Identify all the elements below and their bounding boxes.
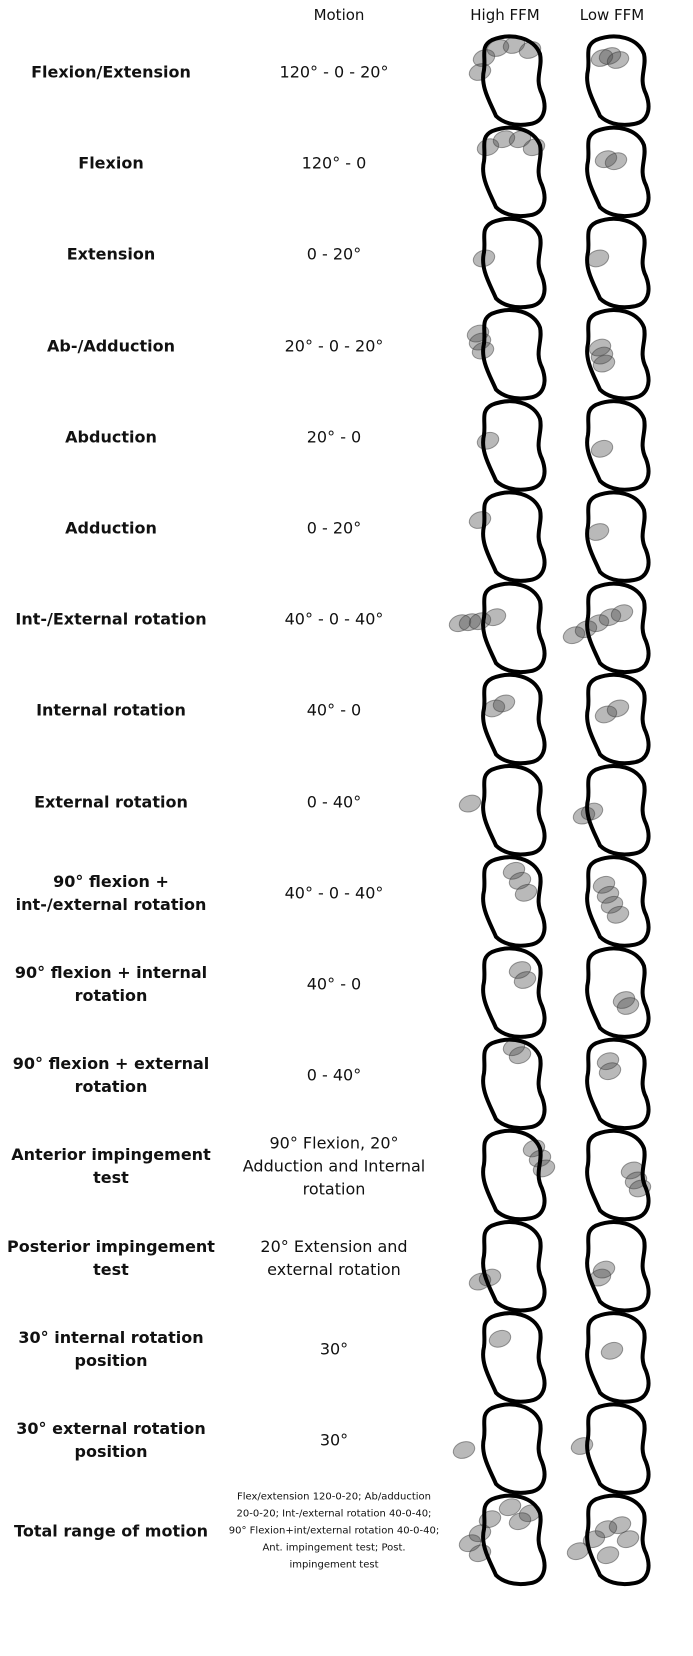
row-motion: 0 - 40° (228, 790, 440, 813)
row-motion: 30° (228, 1429, 440, 1452)
row-label: 30° external rotation position (6, 1417, 216, 1463)
contact-area (467, 509, 493, 532)
row-label: Internal rotation (6, 699, 216, 722)
contact-area (589, 438, 615, 461)
glenoid-outline (483, 219, 544, 307)
row-label: Anterior impingement test (6, 1143, 216, 1189)
row-motion: 20° - 0 (228, 425, 440, 448)
glenoid-outline (483, 675, 544, 763)
row-label: 90° flexion + internal rotation (6, 961, 216, 1007)
glenoid-outline (483, 766, 544, 854)
header-low: Low FFM (552, 6, 672, 24)
row-motion: 40° - 0 - 40° (228, 608, 440, 631)
row-label: Adduction (6, 517, 216, 540)
glenoid-outline (483, 1222, 544, 1310)
row-label: 90° flexion + external rotation (6, 1052, 216, 1098)
contact-area (487, 1328, 513, 1351)
contact-area (595, 1544, 621, 1567)
row-motion: Flex/extension 120-0-20; Ab/adduction 20… (228, 1489, 440, 1574)
row-motion: 20° Extension and external rotation (228, 1235, 440, 1281)
contact-area (457, 792, 483, 815)
row-label: Extension (6, 243, 216, 266)
glenoid-outline (587, 948, 648, 1036)
row-motion: 40° - 0 (228, 699, 440, 722)
glenoid-outline (483, 948, 544, 1036)
glenoid-outline (587, 128, 648, 216)
row-label: Posterior impingement test (6, 1235, 216, 1281)
contact-area (599, 1340, 625, 1363)
glenoid-outline (483, 492, 544, 580)
row-label: Flexion/Extension (6, 61, 216, 84)
glenoid-outline (587, 1040, 648, 1128)
row-label: 30° internal rotation position (6, 1326, 216, 1372)
row-label: Abduction (6, 425, 216, 448)
figure: Motion High FFM Low FFM Flexion/Extensio… (0, 0, 693, 1656)
row-label: Flexion (6, 152, 216, 175)
glenoid-outline (483, 1404, 544, 1492)
row-motion: 40° - 0 - 40° (228, 881, 440, 904)
glenoid-outline (587, 1404, 648, 1492)
contact-area (569, 1435, 595, 1458)
row-label: 90° flexion + int-/external rotation (6, 870, 216, 916)
row-label: External rotation (6, 790, 216, 813)
header-high: High FFM (445, 6, 565, 24)
glenoid-outline (483, 310, 544, 398)
row-motion: 120° - 0 - 20° (228, 61, 440, 84)
row-motion: 30° (228, 1337, 440, 1360)
row-motion: 20° - 0 - 20° (228, 334, 440, 357)
glenoid-outline (483, 584, 544, 672)
row-motion: 120° - 0 (228, 152, 440, 175)
contact-area (451, 1439, 477, 1462)
row-label: Int-/External rotation (6, 608, 216, 631)
row-motion: 90° Flexion, 20° Adduction and Internal … (228, 1132, 440, 1201)
glenoid-outline (587, 1313, 648, 1401)
row-motion: 0 - 20° (228, 517, 440, 540)
contact-area (475, 430, 501, 453)
row-label: Total range of motion (6, 1520, 216, 1543)
glenoid-outline (483, 1313, 544, 1401)
row-motion: 0 - 20° (228, 243, 440, 266)
row-label: Ab-/Adduction (6, 334, 216, 357)
header-motion: Motion (279, 6, 399, 24)
row-motion: 40° - 0 (228, 973, 440, 996)
row-motion: 0 - 40° (228, 1064, 440, 1087)
